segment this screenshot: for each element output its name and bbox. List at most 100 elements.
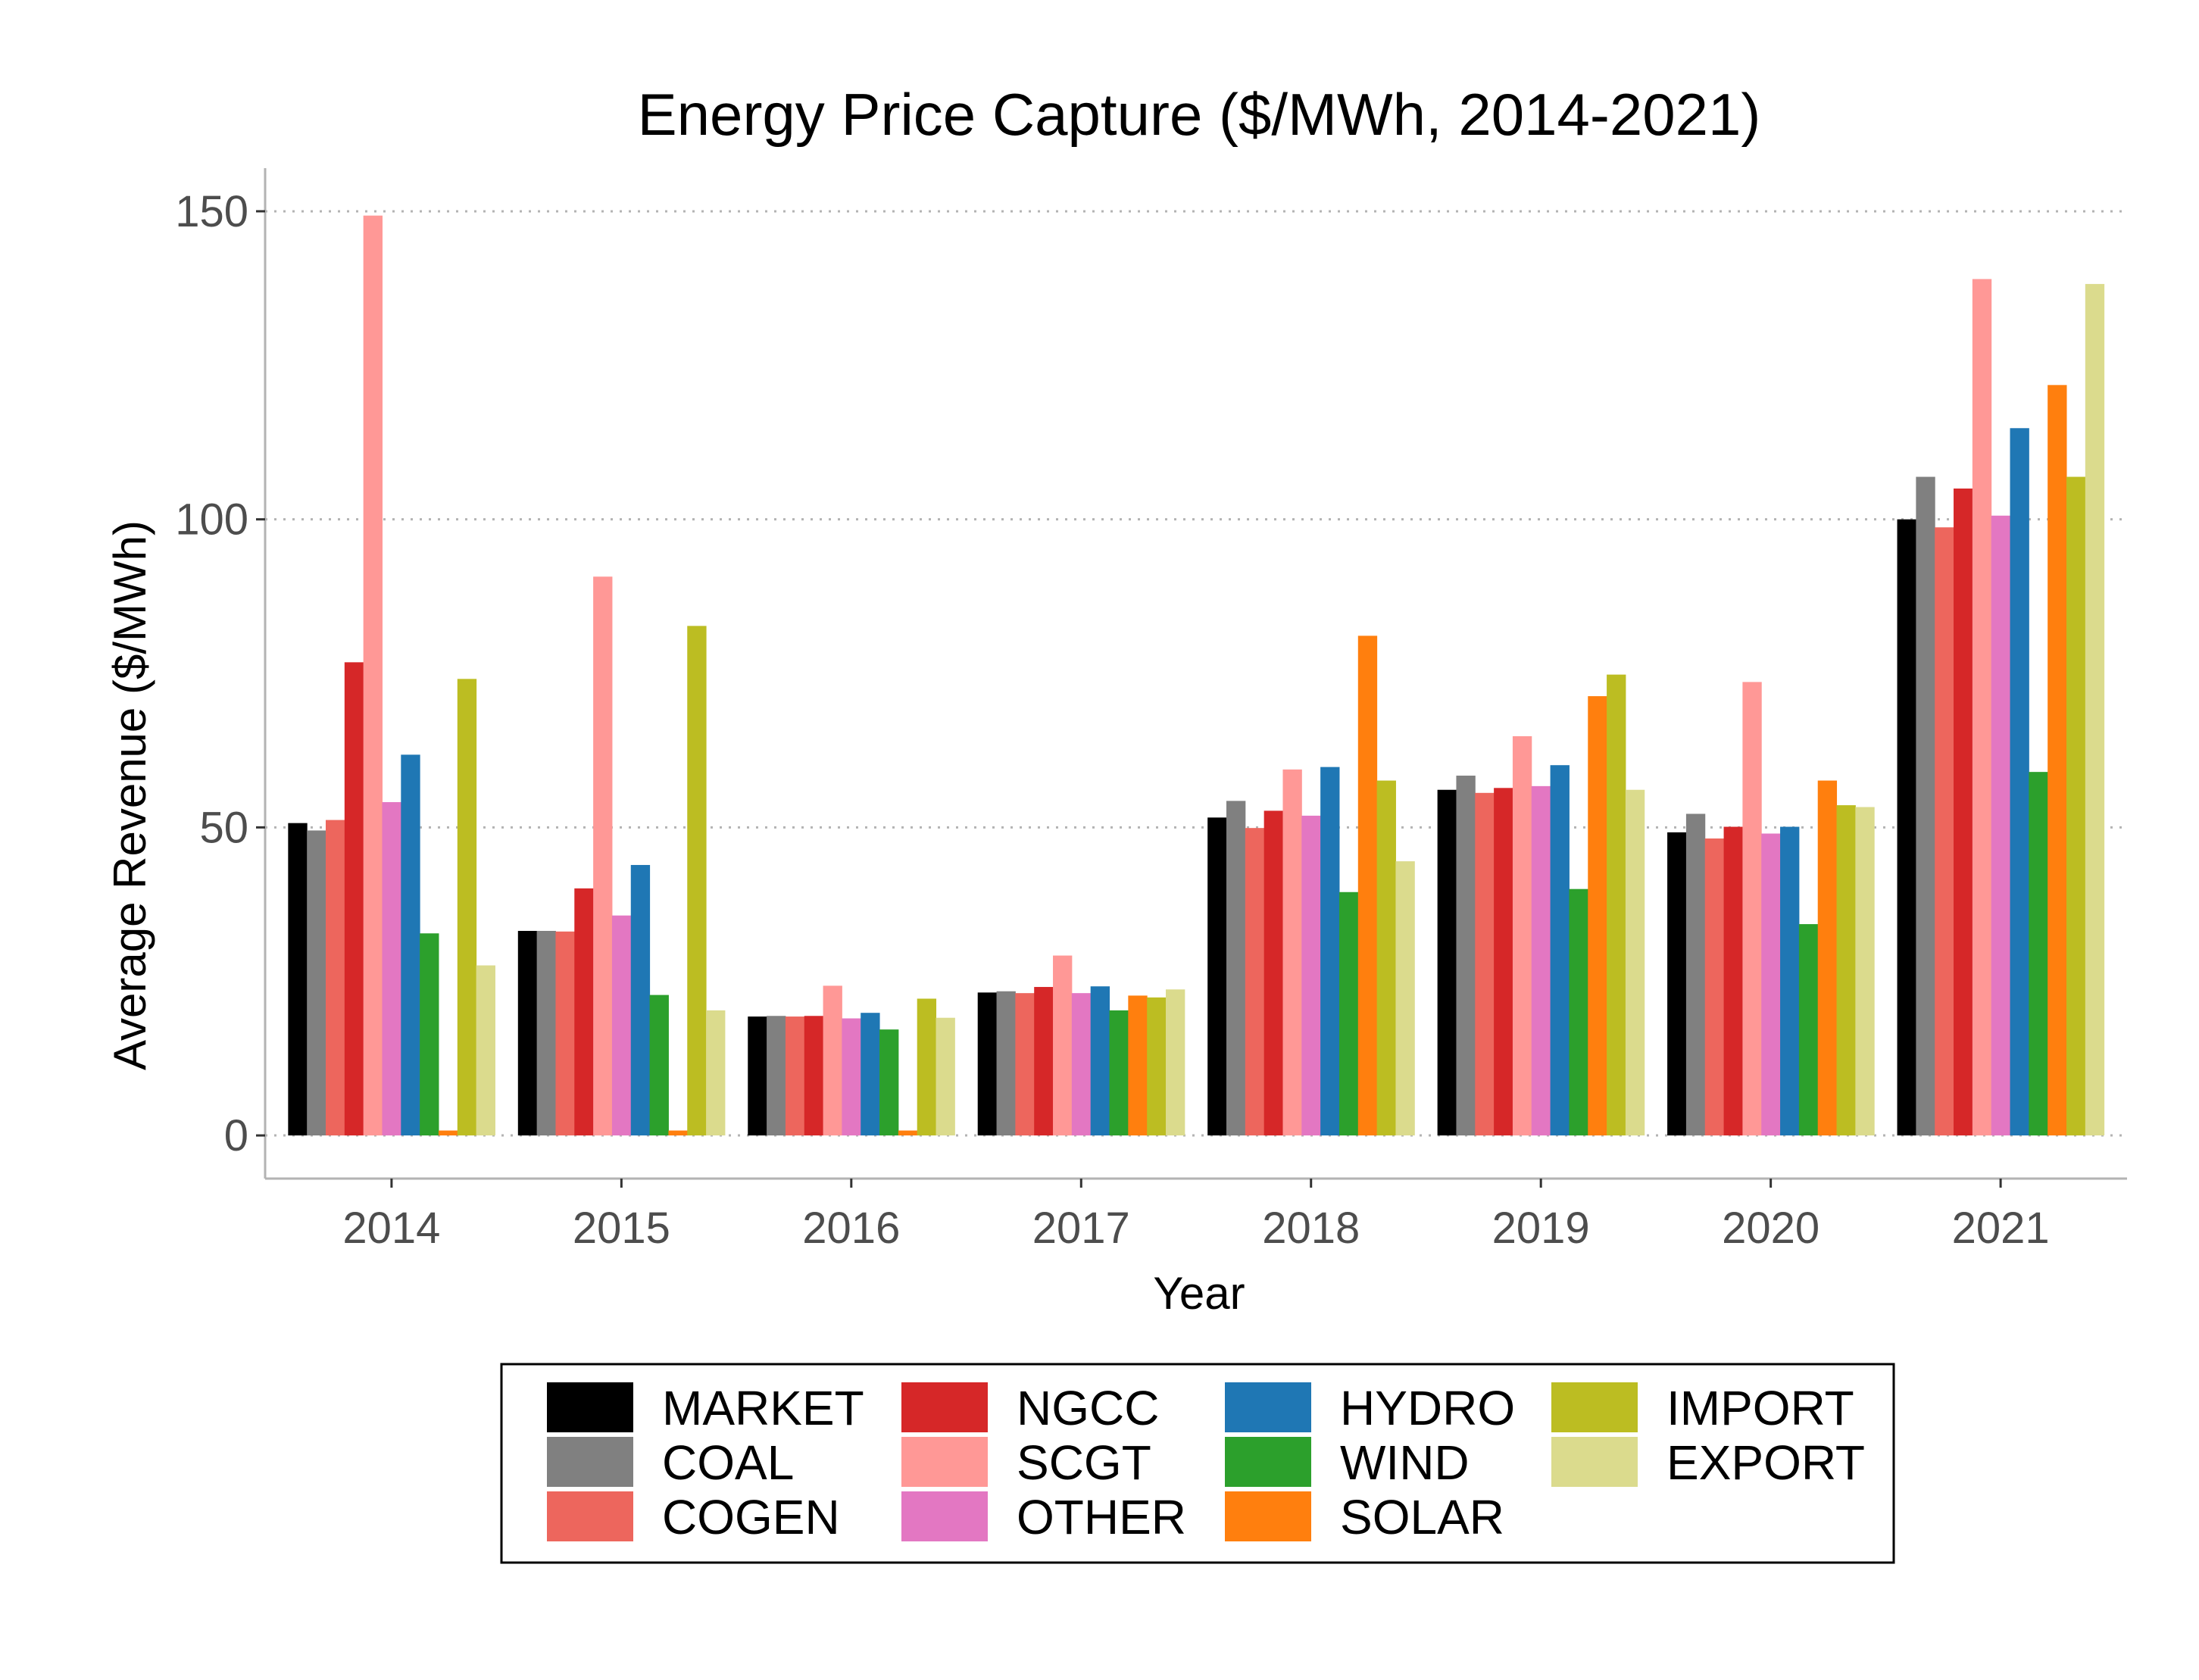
bar-2016-import xyxy=(917,998,937,1136)
bar-2017-solar xyxy=(1128,995,1148,1136)
bar-2016-coal xyxy=(767,1016,786,1136)
bar-2018-import xyxy=(1376,780,1396,1136)
legend-label-coal: COAL xyxy=(662,1435,794,1490)
bar-2020-solar xyxy=(1817,780,1838,1136)
bar-2019-hydro xyxy=(1550,765,1570,1136)
bar-2018-coal xyxy=(1226,801,1246,1136)
bar-2020-export xyxy=(1855,807,1875,1136)
bar-2017-ngcc xyxy=(1034,987,1054,1136)
bar-2017-cogen xyxy=(1015,993,1035,1136)
bar-2016-hydro xyxy=(861,1013,880,1136)
x-axis-title: Year xyxy=(1153,1268,1245,1319)
legend-key-export xyxy=(1551,1437,1638,1487)
bar-2017-hydro xyxy=(1090,986,1110,1136)
bar-2021-cogen xyxy=(1935,527,1954,1136)
bar-2020-coal xyxy=(1685,813,1706,1136)
x-tick-label-2014: 2014 xyxy=(342,1204,440,1253)
bar-2014-hydro xyxy=(401,754,420,1136)
bar-2016-market xyxy=(748,1016,767,1136)
bar-2019-coal xyxy=(1456,776,1476,1136)
bar-2020-ngcc xyxy=(1723,826,1743,1136)
bar-2019-scgt xyxy=(1512,735,1532,1136)
bar-2020-scgt xyxy=(1742,682,1762,1136)
bar-2017-other xyxy=(1071,993,1092,1136)
bar-2016-solar xyxy=(898,1130,918,1136)
legend-key-market xyxy=(547,1382,633,1432)
bar-2018-market xyxy=(1207,817,1227,1136)
bar-2021-import xyxy=(2066,476,2086,1136)
legend-key-other xyxy=(901,1491,988,1541)
bar-2014-coal xyxy=(307,830,326,1136)
bar-2018-solar xyxy=(1357,635,1378,1136)
legend-key-hydro xyxy=(1225,1382,1311,1432)
bar-2018-cogen xyxy=(1245,828,1265,1136)
legend-key-ngcc xyxy=(901,1382,988,1432)
bar-2016-export xyxy=(936,1017,955,1136)
y-axis-title: Average Revenue ($/MWh) xyxy=(105,520,155,1070)
bar-2015-hydro xyxy=(630,864,651,1136)
bar-2015-scgt xyxy=(593,576,613,1136)
bar-2021-hydro xyxy=(2010,428,2029,1136)
bar-2017-coal xyxy=(996,991,1016,1136)
legend-key-scgt xyxy=(901,1437,988,1487)
bars xyxy=(288,215,2105,1136)
y-tick-label-0: 0 xyxy=(224,1111,248,1160)
bar-2015-wind xyxy=(649,995,669,1136)
bar-2021-wind xyxy=(2029,772,2048,1136)
bar-2014-market xyxy=(288,823,308,1136)
legend-label-hydro: HYDRO xyxy=(1340,1381,1515,1435)
bar-2015-coal xyxy=(536,931,556,1136)
bar-2017-wind xyxy=(1109,1010,1129,1136)
bar-2019-ngcc xyxy=(1494,788,1513,1136)
legend-label-other: OTHER xyxy=(1017,1490,1186,1544)
bar-2020-market xyxy=(1667,832,1687,1136)
chart-title: Energy Price Capture ($/MWh, 2014-2021) xyxy=(638,81,1761,148)
bar-2014-solar xyxy=(438,1130,458,1136)
bar-2018-hydro xyxy=(1320,767,1340,1136)
bar-2018-other xyxy=(1301,815,1321,1136)
x-tick-label-2019: 2019 xyxy=(1492,1204,1590,1253)
bar-2015-cogen xyxy=(555,931,575,1136)
y-tick-labels: 0 50 100 150 xyxy=(175,187,248,1160)
bar-2021-scgt xyxy=(1972,279,1992,1136)
bar-2014-wind xyxy=(420,933,439,1136)
bar-2016-cogen xyxy=(785,1016,805,1136)
bar-2016-other xyxy=(842,1018,861,1136)
bar-2014-cogen xyxy=(326,820,345,1136)
bar-2015-other xyxy=(611,915,632,1136)
bar-2019-cogen xyxy=(1475,792,1495,1136)
legend-label-scgt: SCGT xyxy=(1017,1435,1151,1490)
bar-2018-export xyxy=(1395,861,1415,1136)
bar-2018-wind xyxy=(1338,892,1359,1136)
bar-2021-ngcc xyxy=(1954,488,1973,1136)
legend-key-import xyxy=(1551,1382,1638,1432)
legend-key-wind xyxy=(1225,1437,1311,1487)
bar-2015-solar xyxy=(668,1130,688,1136)
legend-label-ngcc: NGCC xyxy=(1017,1381,1159,1435)
y-tick-label-50: 50 xyxy=(199,803,248,852)
bar-2020-import xyxy=(1836,805,1856,1136)
bar-2021-solar xyxy=(2048,385,2067,1136)
bar-2021-coal xyxy=(1916,476,1935,1136)
bar-2016-scgt xyxy=(823,985,842,1136)
bar-2020-other xyxy=(1761,833,1781,1136)
bar-2015-market xyxy=(517,931,538,1136)
y-tick-label-100: 100 xyxy=(175,495,248,545)
bar-2014-export xyxy=(476,965,495,1136)
x-tick-labels: 2014 2015 2016 2017 2018 2019 2020 2021 xyxy=(342,1204,2049,1253)
y-tick-label-150: 150 xyxy=(175,187,248,236)
bar-2019-other xyxy=(1531,785,1551,1136)
x-tick-label-2020: 2020 xyxy=(1722,1204,1819,1253)
bar-2019-export xyxy=(1625,789,1645,1136)
bar-2015-import xyxy=(687,626,707,1136)
legend-label-import: IMPORT xyxy=(1666,1381,1854,1435)
bar-2021-export xyxy=(2085,283,2105,1136)
bar-2015-ngcc xyxy=(574,888,594,1136)
bar-2019-solar xyxy=(1588,696,1607,1136)
x-tick-label-2015: 2015 xyxy=(573,1204,670,1253)
legend-label-market: MARKET xyxy=(662,1381,864,1435)
bar-2017-market xyxy=(977,992,998,1136)
legend-key-cogen xyxy=(547,1491,633,1541)
axes xyxy=(256,168,2127,1188)
